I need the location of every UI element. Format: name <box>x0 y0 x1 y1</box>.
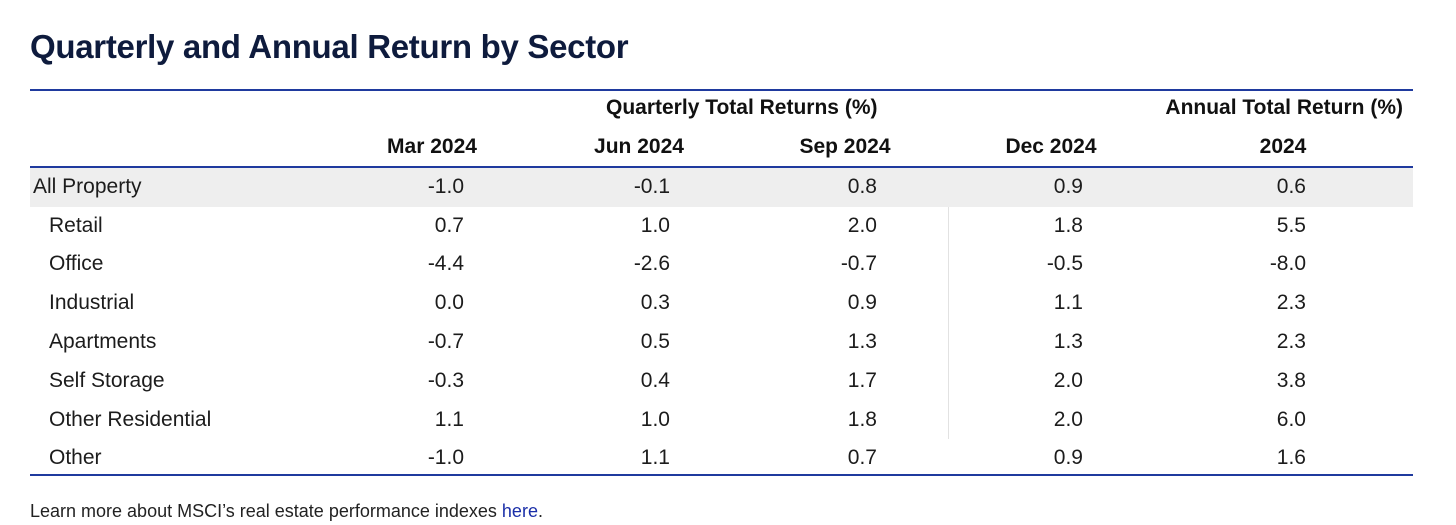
cell-sep-2024: 1.8 <box>847 408 877 431</box>
table-row-apartments: Apartments -0.7 0.5 1.3 1.3 2.3 <box>30 323 1413 362</box>
row-label: All Property <box>33 175 142 198</box>
cell-dec-2024: 0.9 <box>1053 446 1083 469</box>
cell-mar-2024: -1.0 <box>427 175 464 198</box>
cell-2024: 6.0 <box>1276 408 1306 431</box>
row-label: Office <box>49 252 104 275</box>
cell-mar-2024: -0.7 <box>427 330 464 353</box>
cell-jun-2024: -2.6 <box>633 252 670 275</box>
table-row-industrial: Industrial 0.0 0.3 0.9 1.1 2.3 <box>30 284 1413 323</box>
cell-sep-2024: 1.3 <box>847 330 877 353</box>
row-label: Other <box>49 446 102 469</box>
column-header-mar-2024: Mar 2024 <box>387 135 477 158</box>
cell-2024: -8.0 <box>1269 252 1306 275</box>
footnote: Learn more about MSCI’s real estate perf… <box>30 501 543 522</box>
page-title: Quarterly and Annual Return by Sector <box>30 28 629 65</box>
cell-2024: 2.3 <box>1276 291 1306 314</box>
annual-group-header: Annual Total Return (%) <box>1165 96 1403 119</box>
row-label: Industrial <box>49 291 135 314</box>
row-label: Other Residential <box>49 408 212 431</box>
table-row-retail: Retail 0.7 1.0 2.0 1.8 5.5 <box>30 207 1413 246</box>
cell-jun-2024: 0.4 <box>640 369 670 392</box>
cell-jun-2024: -0.1 <box>633 175 670 198</box>
column-divider <box>948 207 949 439</box>
quarterly-group-header: Quarterly Total Returns (%) <box>606 96 878 119</box>
header-rule <box>30 166 1413 168</box>
column-header-dec-2024: Dec 2024 <box>1005 135 1097 158</box>
cell-2024: 5.5 <box>1276 214 1306 237</box>
cell-jun-2024: 0.5 <box>640 330 670 353</box>
table-row-all-property: All Property -1.0 -0.1 0.8 0.9 0.6 <box>30 168 1413 207</box>
cell-sep-2024: 1.7 <box>847 369 877 392</box>
cell-2024: 2.3 <box>1276 330 1306 353</box>
cell-sep-2024: -0.7 <box>840 252 877 275</box>
column-header-sep-2024: Sep 2024 <box>799 135 891 158</box>
footnote-text: Learn more about MSCI’s real estate perf… <box>30 501 502 521</box>
cell-mar-2024: 0.0 <box>434 291 464 314</box>
cell-dec-2024: 1.1 <box>1053 291 1083 314</box>
table-row-other: Other -1.0 1.1 0.7 0.9 1.6 <box>30 439 1413 478</box>
cell-dec-2024: 1.8 <box>1053 214 1083 237</box>
table-top-rule <box>30 89 1413 91</box>
cell-jun-2024: 1.1 <box>640 446 670 469</box>
cell-jun-2024: 1.0 <box>640 214 670 237</box>
row-label: Apartments <box>49 330 157 353</box>
cell-jun-2024: 0.3 <box>640 291 670 314</box>
cell-jun-2024: 1.0 <box>640 408 670 431</box>
column-header-2024: 2024 <box>1259 135 1307 158</box>
cell-mar-2024: 0.7 <box>434 214 464 237</box>
cell-mar-2024: 1.1 <box>434 408 464 431</box>
cell-mar-2024: -0.3 <box>427 369 464 392</box>
row-label: Retail <box>49 214 103 237</box>
cell-dec-2024: 2.0 <box>1053 369 1083 392</box>
cell-dec-2024: -0.5 <box>1046 252 1083 275</box>
cell-sep-2024: 0.7 <box>847 446 877 469</box>
cell-dec-2024: 1.3 <box>1053 330 1083 353</box>
cell-2024: 3.8 <box>1276 369 1306 392</box>
footnote-period: . <box>537 501 543 521</box>
table-row-office: Office -4.4 -2.6 -0.7 -0.5 -8.0 <box>30 245 1413 284</box>
table-row-self-storage: Self Storage -0.3 0.4 1.7 2.0 3.8 <box>30 362 1413 401</box>
cell-mar-2024: -4.4 <box>427 252 464 275</box>
table-bottom-rule <box>30 474 1413 476</box>
cell-sep-2024: 0.8 <box>847 175 877 198</box>
cell-2024: 0.6 <box>1276 175 1306 198</box>
cell-sep-2024: 0.9 <box>847 291 877 314</box>
here-link[interactable]: here <box>501 501 538 521</box>
cell-dec-2024: 0.9 <box>1053 175 1083 198</box>
column-header-jun-2024: Jun 2024 <box>594 135 684 158</box>
cell-sep-2024: 2.0 <box>847 214 877 237</box>
cell-2024: 1.6 <box>1276 446 1306 469</box>
cell-dec-2024: 2.0 <box>1053 408 1083 431</box>
row-label: Self Storage <box>49 369 165 392</box>
table-row-other-residential: Other Residential 1.1 1.0 1.8 2.0 6.0 <box>30 401 1413 440</box>
cell-mar-2024: -1.0 <box>427 446 464 469</box>
